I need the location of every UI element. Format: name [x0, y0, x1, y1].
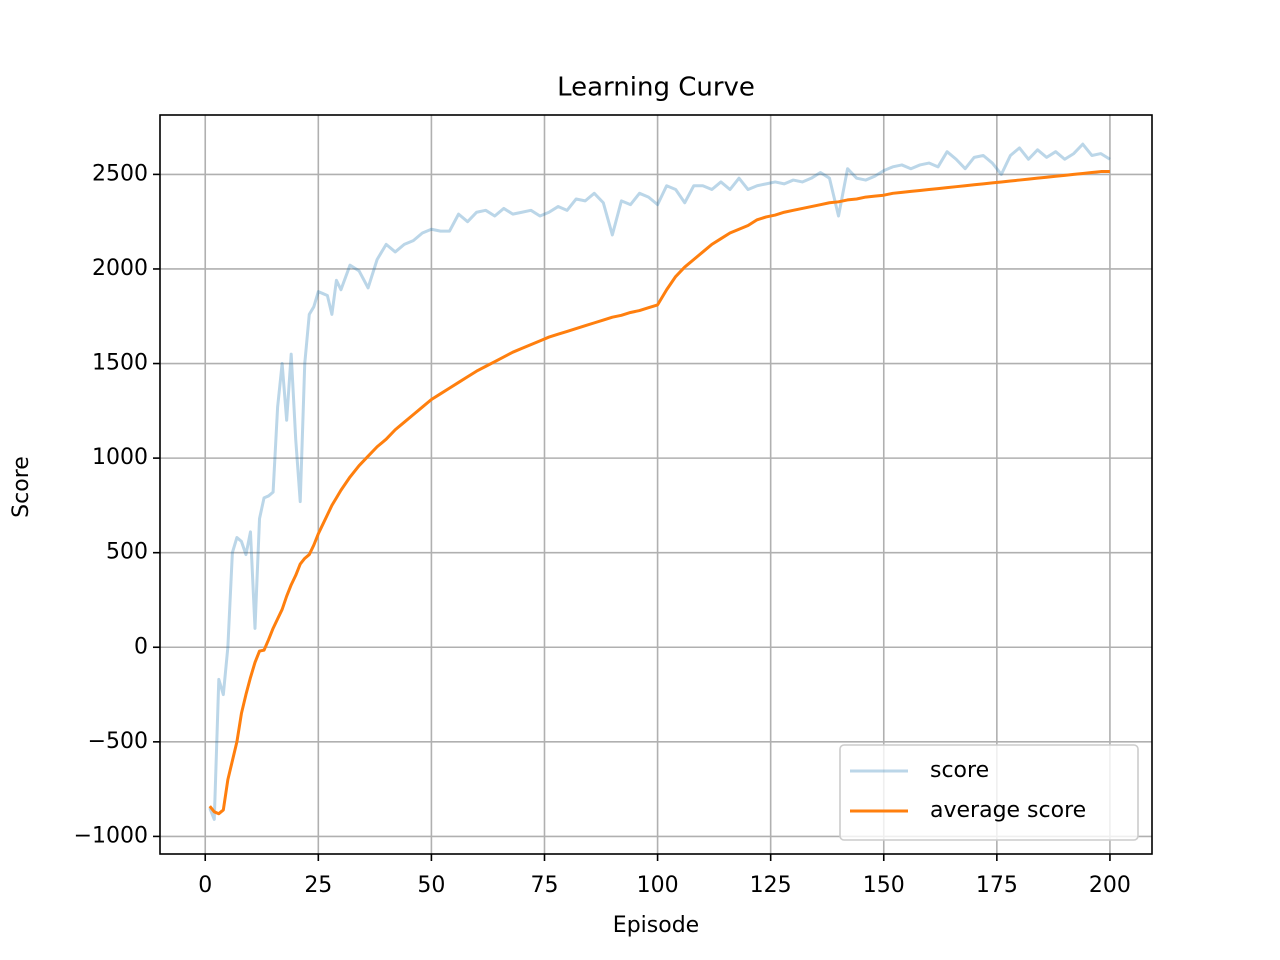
- series-line: [208, 170, 1110, 816]
- y-tick-label: 0: [134, 634, 148, 659]
- x-tick-label: 100: [637, 873, 679, 898]
- y-tick-label: 500: [106, 540, 148, 565]
- series-line: [208, 142, 1111, 821]
- x-tick-label: 200: [1089, 873, 1131, 898]
- y-tick-label: −500: [88, 729, 148, 754]
- y-tick-label: −1000: [74, 823, 148, 848]
- legend-box: [839, 744, 1139, 841]
- x-tick-label: 0: [198, 873, 212, 898]
- y-tick-label: 1500: [92, 351, 148, 376]
- x-tick-label: 25: [304, 873, 332, 898]
- y-tick-label: 1000: [92, 445, 148, 470]
- x-tick-label: 125: [750, 873, 792, 898]
- y-axis-label: Score: [9, 456, 34, 518]
- x-tick-label: 175: [976, 873, 1018, 898]
- y-tick-label: 2000: [92, 256, 148, 281]
- axes-frame: [159, 114, 1153, 855]
- x-axis-label: Episode: [613, 913, 699, 938]
- x-tick-label: 75: [530, 873, 558, 898]
- legend-label: average score: [930, 798, 1086, 823]
- legend-label: score: [930, 758, 989, 783]
- y-tick-label: 2500: [92, 161, 148, 186]
- x-tick-label: 50: [417, 873, 445, 898]
- chart-title: Learning Curve: [557, 73, 755, 103]
- x-tick-label: 150: [863, 873, 905, 898]
